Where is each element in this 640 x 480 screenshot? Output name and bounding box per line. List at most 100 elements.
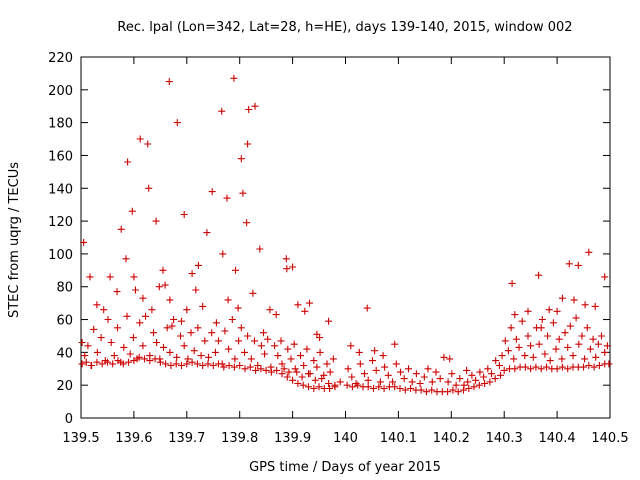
y-tick-label: 20 (56, 379, 73, 394)
data-point (594, 340, 602, 348)
data-point (524, 332, 532, 340)
data-point (237, 155, 245, 163)
data-point (511, 365, 519, 373)
data-point (543, 363, 550, 371)
data-point (574, 261, 582, 269)
data-point (136, 135, 144, 143)
data-point (297, 352, 304, 360)
x-tick-label: 139.8 (221, 431, 258, 446)
data-point (585, 248, 593, 256)
data-point (139, 342, 147, 350)
data-point (372, 366, 380, 374)
data-point (178, 317, 185, 325)
data-point (545, 306, 553, 314)
data-point (535, 271, 543, 279)
data-point (188, 270, 196, 278)
data-point (464, 378, 472, 386)
data-point (391, 340, 399, 348)
data-point (130, 357, 138, 365)
data-point (326, 368, 334, 376)
data-point (231, 355, 239, 363)
data-point (257, 365, 265, 373)
data-point (521, 352, 529, 360)
data-point (159, 266, 167, 274)
data-point (78, 339, 86, 346)
data-point (172, 360, 180, 368)
data-point (572, 314, 580, 322)
data-point (130, 273, 138, 281)
data-point (251, 102, 259, 110)
data-point (518, 317, 526, 325)
data-point (173, 353, 181, 361)
data-point (356, 360, 364, 368)
data-point (325, 317, 333, 325)
data-point (589, 335, 597, 343)
data-point (104, 316, 112, 323)
data-point (570, 296, 578, 304)
data-point (97, 334, 105, 342)
data-point (114, 357, 122, 365)
data-point (153, 339, 161, 346)
data-point (161, 281, 169, 289)
y-tick-label: 180 (48, 117, 73, 132)
data-point (283, 265, 291, 273)
data-point (480, 373, 488, 381)
data-point (245, 106, 253, 113)
data-point (88, 362, 96, 369)
data-point (323, 360, 331, 368)
data-point (141, 355, 148, 363)
data-point (166, 296, 174, 304)
data-point (492, 357, 500, 365)
data-point (194, 261, 202, 269)
data-point (497, 371, 504, 379)
data-point (370, 385, 377, 392)
data-point (504, 347, 512, 355)
data-point (80, 238, 88, 246)
data-point (401, 386, 409, 394)
y-tick-label: 100 (48, 248, 73, 263)
data-point (144, 140, 152, 148)
data-point (290, 340, 298, 348)
y-tick-label: 60 (56, 314, 73, 329)
data-point (251, 337, 258, 345)
data-point (249, 289, 257, 297)
data-point (558, 294, 566, 302)
data-point (82, 358, 90, 366)
data-point (564, 365, 572, 373)
data-point (325, 380, 333, 387)
data-point (187, 329, 195, 337)
data-point (282, 255, 290, 263)
data-point (204, 360, 212, 368)
data-point (529, 353, 537, 361)
data-point (178, 362, 185, 369)
data-point (376, 378, 384, 386)
data-point (318, 375, 326, 383)
data-point (107, 339, 115, 346)
data-point (177, 332, 184, 340)
data-point (293, 368, 301, 376)
data-point (470, 383, 478, 391)
data-point (165, 78, 173, 86)
data-point (113, 288, 121, 296)
data-point (246, 363, 254, 371)
data-point (507, 324, 515, 332)
data-point (230, 363, 238, 371)
data-point (422, 388, 430, 396)
data-point (581, 355, 589, 363)
data-point (436, 375, 444, 383)
data-point (326, 385, 334, 392)
data-point (452, 381, 460, 389)
data-point (252, 366, 260, 374)
data-point (468, 371, 476, 379)
data-point (197, 352, 205, 360)
data-point (495, 362, 503, 369)
data-point (391, 383, 399, 391)
data-point (303, 345, 311, 353)
chart-title: Rec. lpal (Lon=342, Lat=28, h=HE), days … (117, 20, 572, 35)
data-point (329, 355, 337, 363)
data-point (232, 266, 239, 274)
data-point (316, 348, 324, 356)
data-point (90, 325, 98, 333)
data-point (104, 358, 111, 366)
data-point (364, 376, 372, 384)
